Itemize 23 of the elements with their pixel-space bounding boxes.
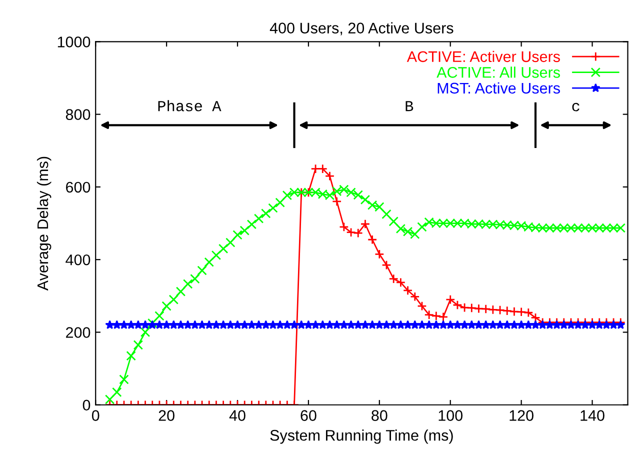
x-tick-label: 20 <box>158 410 174 421</box>
y-axis-title: Average Delay (ms) <box>36 156 52 291</box>
x-tick-label: 140 <box>580 410 604 421</box>
y-tick-label: 400 <box>66 254 90 266</box>
chart-title: 400 Users, 20 Active Users <box>270 22 454 36</box>
x-axis-title: System Running Time (ms) <box>270 430 453 444</box>
legend-label: ACTIVE: All Users <box>436 66 560 78</box>
x-tick-label: 80 <box>372 410 388 421</box>
y-tick-label: 0 <box>82 400 90 411</box>
annotation: B <box>406 101 414 112</box>
x-tick-label: 0 <box>92 410 100 421</box>
y-tick-label: 200 <box>66 327 90 338</box>
y-tick-label: 1000 <box>58 36 90 48</box>
y-tick-label: 800 <box>66 109 90 120</box>
x-tick-label: 60 <box>300 410 316 421</box>
annotation: c <box>572 102 580 112</box>
x-tick-label: 100 <box>438 410 463 421</box>
legend-label: MST: Active Users <box>438 82 560 94</box>
legend-label: ACTIVE: Activer Users <box>406 50 560 62</box>
annotation: Phase A <box>158 100 222 112</box>
x-tick-label: 40 <box>229 410 246 421</box>
x-tick-label: 120 <box>510 410 534 421</box>
y-tick-label: 600 <box>66 182 90 193</box>
